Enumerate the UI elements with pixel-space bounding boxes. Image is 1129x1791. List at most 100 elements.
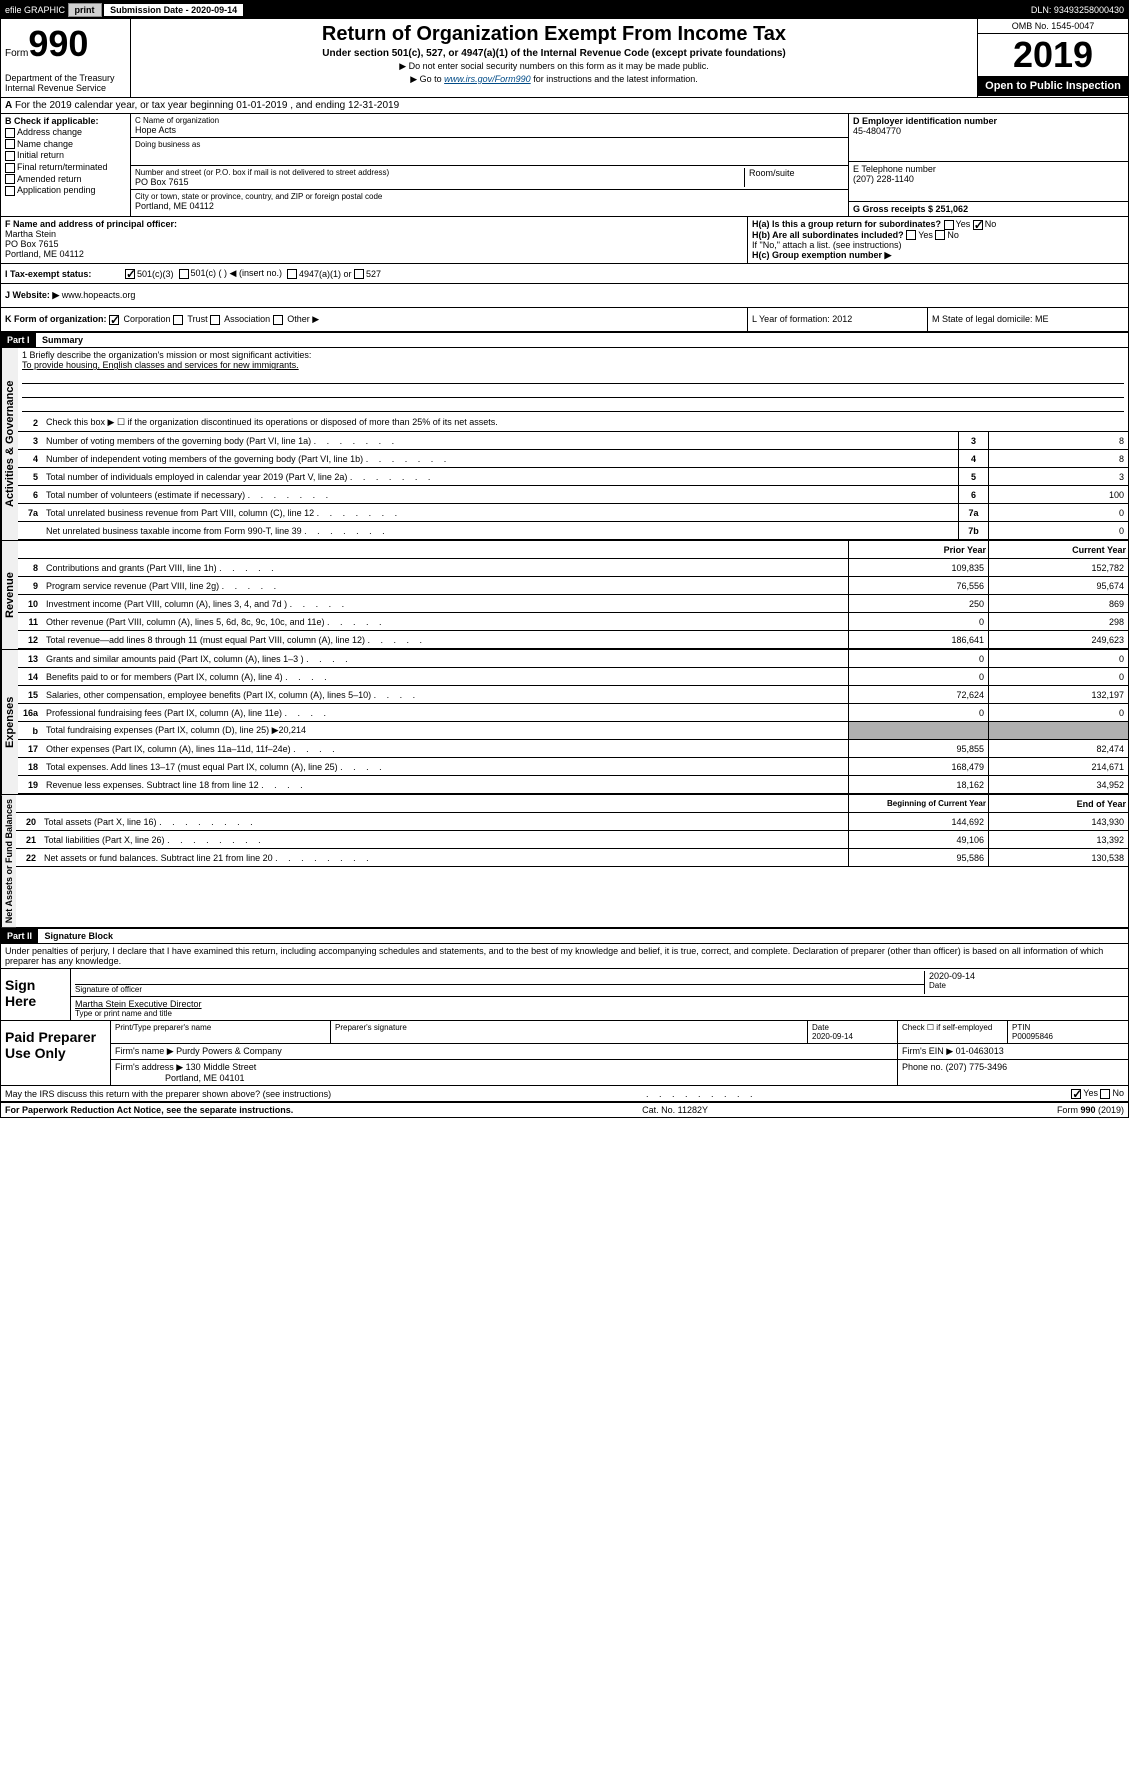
irs-link[interactable]: www.irs.gov/Form990 [444, 74, 531, 84]
line-16a: 16a Professional fundraising fees (Part … [18, 704, 1128, 722]
form-title: Return of Organization Exempt From Incom… [135, 23, 973, 46]
date-label: Date [929, 981, 1124, 990]
name-label: C Name of organization [135, 116, 844, 125]
section-b: B Check if applicable: Address change Na… [1, 114, 131, 216]
officer-type-name: Martha Stein Executive Director [75, 999, 202, 1009]
line-21: 21 Total liabilities (Part X, line 26) .… [16, 831, 1128, 849]
dln-label: DLN: 93493258000430 [1031, 5, 1124, 15]
checkbox-address[interactable] [5, 128, 15, 138]
checkbox-pending[interactable] [5, 186, 15, 196]
checkbox-527[interactable] [354, 269, 364, 279]
note-link: ▶ Go to www.irs.gov/Form990 for instruct… [135, 74, 973, 85]
form-label: Form [5, 48, 28, 59]
checkbox-discuss-yes[interactable] [1071, 1089, 1081, 1099]
h-b-note: If "No," attach a list. (see instruction… [752, 240, 1124, 250]
paid-prep-label: Paid Preparer Use Only [1, 1021, 111, 1085]
vert-netassets: Net Assets or Fund Balances [1, 795, 16, 927]
org-address: PO Box 7615 [135, 177, 744, 187]
prior-year-header: Prior Year [848, 541, 988, 558]
ein-value: 45-4804770 [853, 126, 1124, 136]
ein-label: D Employer identification number [853, 116, 1124, 126]
line-b: b Total fundraising expenses (Part IX, c… [18, 722, 1128, 740]
checkbox-final[interactable] [5, 163, 15, 173]
line-14: 14 Benefits paid to or for members (Part… [18, 668, 1128, 686]
dept-label: Department of the Treasury Internal Reve… [5, 73, 126, 93]
checkbox-assoc[interactable] [210, 315, 220, 325]
h-a: H(a) Is this a group return for subordin… [752, 219, 1124, 230]
checkbox-trust[interactable] [173, 315, 183, 325]
checkbox-4947[interactable] [287, 269, 297, 279]
room-suite-label: Room/suite [744, 168, 844, 187]
check-self: Check ☐ if self-employed [898, 1021, 1008, 1043]
checkbox-amended[interactable] [5, 174, 15, 184]
section-i-label: I Tax-exempt status: [5, 269, 125, 279]
line-12: 12 Total revenue—add lines 8 through 11 … [18, 631, 1128, 649]
checkbox-corp[interactable] [109, 315, 119, 325]
year-header-row: Prior Year Current Year [18, 541, 1128, 559]
mission-area: 1 Briefly describe the organization's mi… [18, 348, 1128, 414]
form-subtitle: Under section 501(c), 527, or 4947(a)(1)… [135, 48, 973, 59]
section-a: A For the 2019 calendar year, or tax yea… [1, 98, 1128, 114]
line-4: 4 Number of independent voting members o… [18, 450, 1128, 468]
line-13: 13 Grants and similar amounts paid (Part… [18, 650, 1128, 668]
line-20: 20 Total assets (Part X, line 16) . . . … [16, 813, 1128, 831]
dba-label: Doing business as [135, 140, 844, 149]
balance-header-row: Beginning of Current Year End of Year [16, 795, 1128, 813]
mission-text: To provide housing, English classes and … [22, 360, 1124, 370]
h-c: H(c) Group exemption number ▶ [752, 250, 1124, 261]
section-m: M State of legal domicile: ME [928, 308, 1128, 331]
checkbox-other[interactable] [273, 315, 283, 325]
line-17: 17 Other expenses (Part IX, column (A), … [18, 740, 1128, 758]
end-year-header: End of Year [988, 795, 1128, 812]
efile-label: efile GRAPHIC [5, 5, 65, 15]
checkbox-501c[interactable] [179, 269, 189, 279]
line-15: 15 Salaries, other compensation, employe… [18, 686, 1128, 704]
vert-expenses: Expenses [1, 650, 18, 794]
prep-date: 2020-09-14 [812, 1032, 893, 1041]
line-5: 5 Total number of individuals employed i… [18, 468, 1128, 486]
section-l: L Year of formation: 2012 [748, 308, 928, 331]
phone-value: (207) 228-1140 [853, 174, 1124, 184]
section-k: K Form of organization: Corporation Trus… [1, 308, 748, 331]
prep-sig-label: Preparer's signature [331, 1021, 808, 1043]
org-name: Hope Acts [135, 125, 844, 135]
officer-addr: PO Box 7615 [5, 239, 743, 249]
line-9: 9 Program service revenue (Part VIII, li… [18, 577, 1128, 595]
officer-label: F Name and address of principal officer: [5, 219, 743, 229]
open-public: Open to Public Inspection [978, 76, 1128, 96]
form-number: 990 [28, 23, 88, 64]
firm-ein: 01-0463013 [956, 1046, 1004, 1056]
note-ssn: ▶ Do not enter social security numbers o… [135, 61, 973, 72]
line-2: Check this box ▶ ☐ if the organization d… [42, 415, 1128, 430]
current-year-header: Current Year [988, 541, 1128, 558]
declaration: Under penalties of perjury, I declare th… [1, 944, 1128, 969]
checkbox-501c3[interactable] [125, 269, 135, 279]
begin-year-header: Beginning of Current Year [848, 795, 988, 812]
part1-header: Part I [1, 333, 36, 347]
sig-officer-label: Signature of officer [75, 985, 924, 994]
checkbox-initial[interactable] [5, 151, 15, 161]
discuss-text: May the IRS discuss this return with the… [5, 1089, 331, 1099]
line-3: 3 Number of voting members of the govern… [18, 432, 1128, 450]
sig-date: 2020-09-14 [929, 971, 1124, 981]
officer-name: Martha Stein [5, 229, 743, 239]
line-7a: 7a Total unrelated business revenue from… [18, 504, 1128, 522]
firm-name: Purdy Powers & Company [176, 1046, 282, 1056]
checkbox-name[interactable] [5, 139, 15, 149]
firm-phone: (207) 775-3496 [946, 1062, 1008, 1072]
line-18: 18 Total expenses. Add lines 13–17 (must… [18, 758, 1128, 776]
part2-title: Signature Block [41, 929, 118, 943]
line-11: 11 Other revenue (Part VIII, column (A),… [18, 613, 1128, 631]
firm-city: Portland, ME 04101 [165, 1073, 245, 1083]
checkbox-discuss-no[interactable] [1100, 1089, 1110, 1099]
print-button[interactable]: print [68, 3, 102, 17]
officer-city: Portland, ME 04112 [5, 249, 743, 259]
website-value: www.hopeacts.org [62, 290, 136, 301]
part2-header: Part II [1, 929, 38, 943]
type-name-label: Type or print name and title [75, 1009, 202, 1018]
paperwork-notice: For Paperwork Reduction Act Notice, see … [5, 1105, 293, 1115]
line-19: 19 Revenue less expenses. Subtract line … [18, 776, 1128, 794]
vert-activities: Activities & Governance [1, 348, 18, 540]
submission-date: Submission Date - 2020-09-14 [104, 4, 243, 16]
tax-year: 2019 [978, 34, 1128, 76]
